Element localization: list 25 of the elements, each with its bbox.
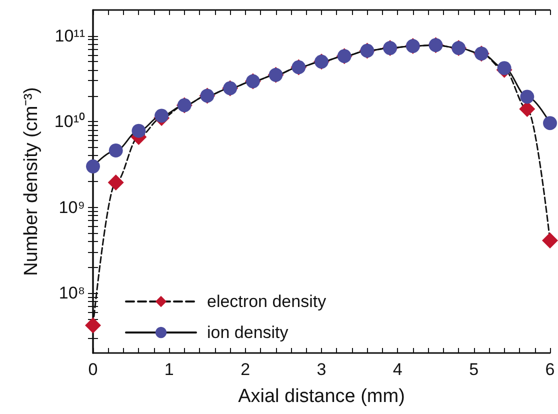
- x-axis-title: Axial distance (mm): [238, 386, 405, 407]
- legend-label: electron density: [207, 292, 327, 311]
- x-tick-label: 5: [469, 360, 479, 379]
- x-tick-label: 1: [164, 360, 174, 379]
- x-tick-label: 2: [240, 360, 250, 379]
- x-tick-label: 4: [392, 360, 402, 379]
- legend-label: ion density: [207, 323, 289, 342]
- point: [108, 174, 124, 190]
- point: [85, 317, 101, 334]
- point: [519, 101, 536, 118]
- y-axis-title: Number density (cm⁻³): [21, 87, 42, 276]
- y-tick-label: 10¹¹: [54, 26, 86, 46]
- y-tick-label: 10⁸: [58, 284, 85, 303]
- point: [132, 124, 146, 138]
- x-tick-label: 0: [88, 360, 98, 379]
- point: [108, 143, 123, 158]
- x-tick-label: 6: [545, 360, 555, 379]
- y-tick-label: 10¹⁰: [54, 112, 85, 132]
- x-tick-label: 3: [316, 360, 326, 379]
- point: [542, 232, 558, 249]
- y-tick-label: 10⁹: [58, 198, 85, 217]
- point: [86, 159, 100, 174]
- point: [520, 90, 534, 104]
- point: [154, 108, 169, 123]
- point: [543, 116, 557, 130]
